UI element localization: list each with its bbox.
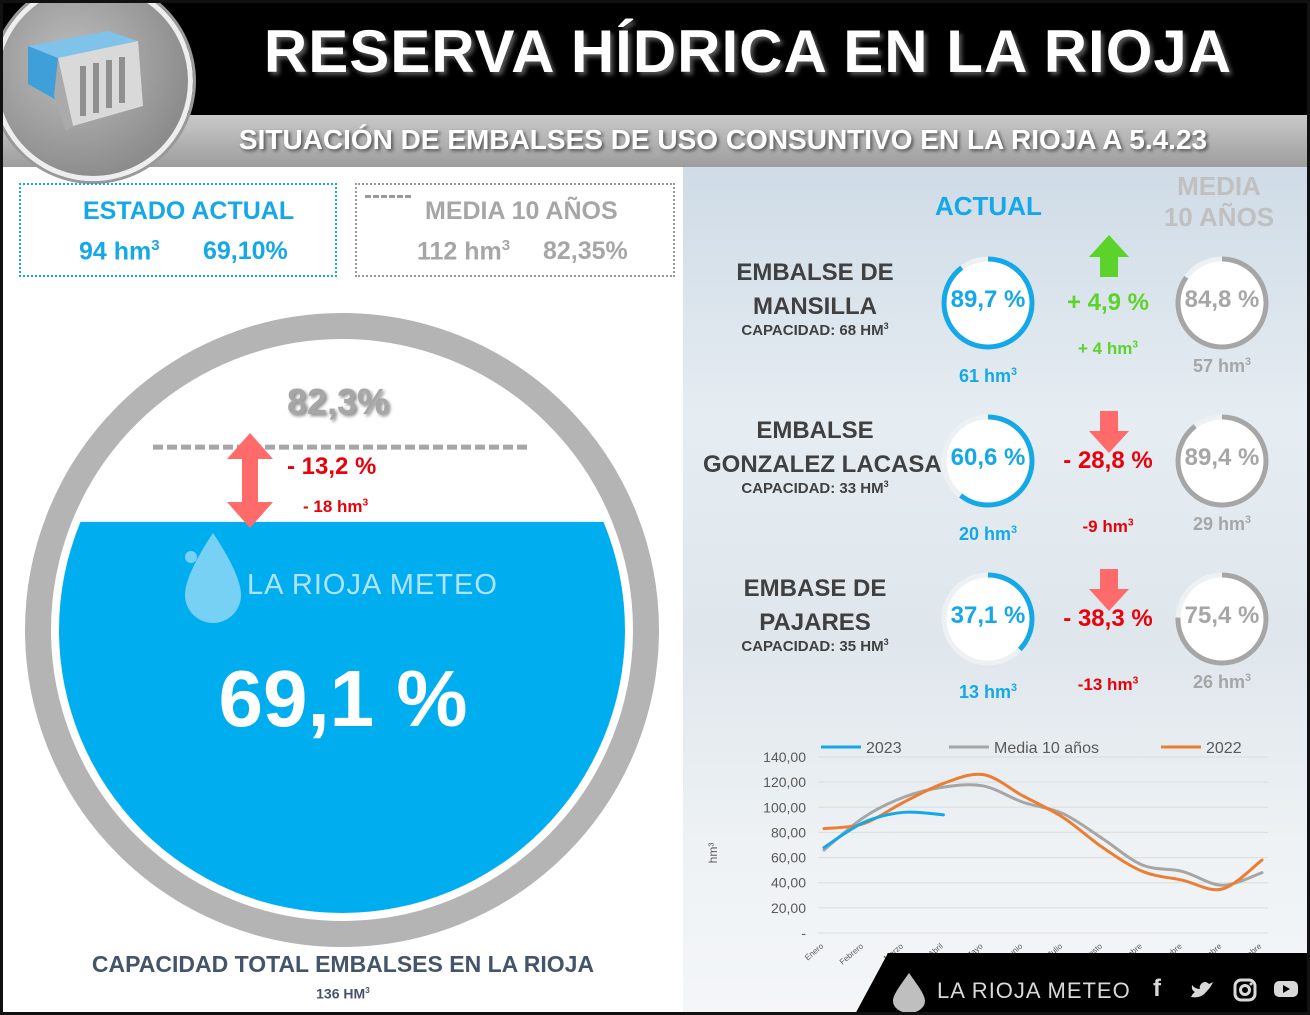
- youtube-icon[interactable]: [1273, 979, 1299, 1006]
- subtitle-bar: SITUACIÓN DE EMBALSES DE USO CONSUNTIVO …: [3, 115, 1307, 167]
- media-donut-arc: [1175, 256, 1269, 350]
- tank-watermark: LA RIOJA METEO: [247, 569, 498, 601]
- reservoir-diff-volume: -9 hm3: [1082, 517, 1134, 536]
- tank-current-percent: 69,1 %: [218, 654, 468, 743]
- y-tick-label: 120,00: [763, 774, 806, 790]
- media-donut-label: 75,4 %: [1184, 602, 1260, 629]
- reservoir-name: EMBALSE GONZALEZ LACASA: [703, 417, 942, 478]
- media-10-box: MEDIA 10 AÑOS 112 hm3 82,35%: [355, 183, 675, 277]
- media-donut: [1175, 572, 1269, 666]
- actual-donut-label: 60,6 %: [950, 444, 1026, 471]
- column-media-header: MEDIA 10 AÑOS: [1163, 171, 1275, 232]
- media-donut: [1175, 256, 1269, 350]
- tank-capacity: 136 HM3: [316, 985, 370, 1002]
- dam-logo: [3, 3, 193, 181]
- instagram-icon[interactable]: [1233, 978, 1257, 1007]
- reservoir-capacity: CAPACIDAD: 68 HM3: [741, 321, 889, 339]
- y-tick-label: -: [801, 925, 806, 941]
- reservoir-capacity: CAPACIDAD: 33 HM3: [741, 479, 889, 497]
- y-tick-label: 40,00: [771, 875, 806, 891]
- facebook-icon[interactable]: f: [1153, 975, 1161, 1002]
- column-actual-header: ACTUAL: [935, 191, 1042, 221]
- series-line-1: [822, 783, 1264, 887]
- actual-donut-arc: [941, 414, 1035, 508]
- tank-caption: CAPACIDAD TOTAL EMBALSES EN LA RIOJA: [91, 951, 595, 977]
- reference-level-label: 82,3%: [287, 381, 390, 422]
- y-tick-label: 60,00: [771, 850, 806, 866]
- reservoir-media-volume: 57 hm3: [1192, 356, 1252, 376]
- footer-brand: LA RIOJA METEO: [937, 978, 1131, 1003]
- y-tick-label: 100,00: [763, 799, 806, 815]
- media-donut-arc: [1175, 572, 1269, 666]
- media-10-label: MEDIA 10 AÑOS: [425, 197, 618, 225]
- x-tick-label: Enero: [803, 941, 826, 962]
- twitter-icon[interactable]: [1189, 979, 1215, 1006]
- reservoir-media-volume: 26 hm3: [1192, 672, 1252, 692]
- estado-actual-percent: 69,10%: [203, 237, 288, 265]
- arrow-down-icon: [1089, 569, 1129, 611]
- arrow-up-icon: [1089, 235, 1129, 277]
- reservoir-line-chart: - 20,00 40,00 60,00 80,00 100,00 120,00 140,00 h…: [706, 740, 1268, 973]
- footer-drop-icon: [891, 971, 927, 1012]
- media-donut-label: 84,8 %: [1184, 286, 1260, 313]
- tank-diff-volume: - 18 hm3: [303, 497, 369, 516]
- series-line-2: [822, 772, 1264, 892]
- page-subtitle: SITUACIÓN DE EMBALSES DE USO CONSUNTIVO …: [238, 124, 1208, 155]
- actual-donut-arc: [941, 572, 1035, 666]
- media-10-percent: 82,35%: [543, 237, 628, 265]
- reservoir-name: EMBASE DE PAJARES: [743, 575, 887, 636]
- actual-donut: [941, 256, 1035, 350]
- media-donut-label: 89,4 %: [1184, 444, 1260, 471]
- actual-donut-label: 37,1 %: [950, 602, 1026, 629]
- media-donut: [1175, 414, 1269, 508]
- legend-label: Media 10 años: [994, 740, 1099, 757]
- reservoir-actual-volume: 20 hm3: [958, 524, 1018, 544]
- reservoir-actual-volume: 61 hm3: [958, 366, 1018, 386]
- tank-diff-percent: - 13,2 %: [287, 453, 377, 480]
- dam-icon: [28, 31, 143, 131]
- actual-donut: [941, 572, 1035, 666]
- estado-actual-volume: 94 hm3: [79, 237, 160, 266]
- estado-actual-label: ESTADO ACTUAL: [83, 197, 295, 225]
- actual-donut-label: 89,7 %: [950, 286, 1026, 313]
- dashed-line-icon: [365, 195, 411, 198]
- actual-donut: [941, 414, 1035, 508]
- header-bar: RESERVA HÍDRICA EN LA RIOJA: [3, 3, 1307, 115]
- y-tick-label: 20,00: [771, 900, 806, 916]
- series-line-0: [822, 810, 945, 850]
- reservoir-diff-volume: -13 hm3: [1077, 675, 1139, 694]
- page-title: RESERVA HÍDRICA EN LA RIOJA: [263, 18, 1233, 85]
- estado-actual-box: ESTADO ACTUAL 94 hm3 69,10%: [19, 183, 337, 277]
- reservoir-capacity: CAPACIDAD: 35 HM3: [741, 637, 889, 655]
- reservoir-actual-volume: 13 hm3: [958, 682, 1018, 702]
- reservoir-diff-volume: + 4 hm3: [1077, 339, 1138, 358]
- y-tick-label: 80,00: [771, 824, 806, 840]
- reservoir-name: EMBALSE DE MANSILLA: [736, 259, 894, 320]
- water-drop-icon: [185, 533, 241, 623]
- reservoir-media-volume: 29 hm3: [1192, 514, 1252, 534]
- double-arrow-icon: [227, 433, 273, 528]
- media-donut-arc: [1175, 414, 1269, 508]
- legend-label: 2022: [1206, 740, 1242, 757]
- y-axis-label: hm³: [706, 843, 720, 864]
- actual-donut-arc: [941, 256, 1035, 350]
- tank-ring: [25, 313, 659, 947]
- arrow-down-icon: [1089, 411, 1129, 453]
- tank-gauge: [25, 313, 659, 947]
- media-10-volume: 112 hm3: [417, 237, 511, 266]
- legend-label: 2023: [866, 740, 902, 757]
- reservoir-diff-percent: + 4,9 %: [1066, 289, 1150, 316]
- y-tick-label: 140,00: [763, 749, 806, 765]
